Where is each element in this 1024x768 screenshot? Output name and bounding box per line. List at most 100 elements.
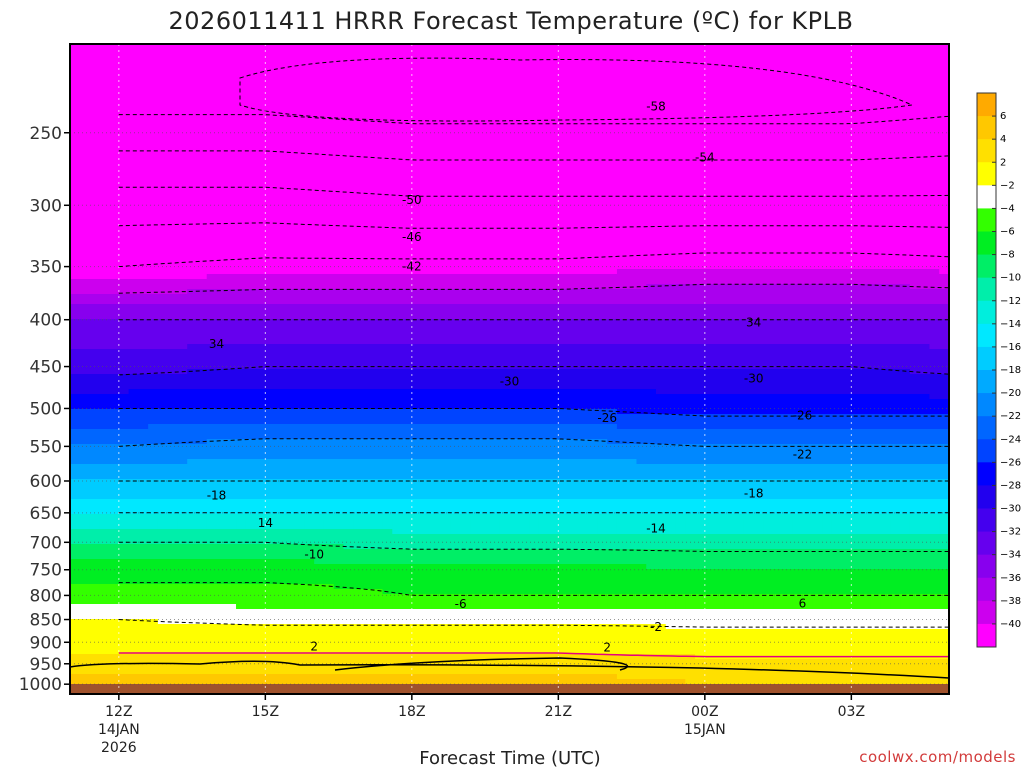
field-cell (216, 139, 227, 145)
field-cell (529, 229, 540, 235)
field-cell (441, 214, 452, 220)
field-cell (519, 234, 530, 240)
field-cell (333, 84, 345, 90)
field-cell (460, 194, 472, 200)
field-cell (704, 139, 716, 145)
field-cell (187, 274, 198, 280)
field-cell (714, 159, 725, 165)
field-cell (822, 104, 833, 110)
field-cell (509, 254, 520, 260)
field-cell (851, 164, 862, 170)
field-cell (831, 179, 843, 185)
field-cell (216, 269, 227, 275)
field-cell (109, 304, 120, 310)
field-cell (392, 284, 403, 290)
field-cell (529, 254, 540, 260)
field-cell (70, 59, 81, 65)
field-cell (607, 109, 618, 115)
field-cell (695, 219, 706, 225)
field-cell (548, 149, 559, 155)
field-cell (187, 194, 198, 200)
field-cell (109, 169, 120, 175)
field-cell (714, 304, 725, 310)
field-cell (89, 99, 100, 105)
field-cell (411, 274, 423, 280)
field-cell (812, 169, 823, 175)
field-cell (587, 234, 598, 240)
field-cell (929, 154, 940, 160)
field-cell (841, 279, 852, 285)
field-cell (763, 69, 774, 75)
field-cell (167, 194, 179, 200)
field-cell (900, 124, 911, 130)
field-cell (284, 229, 296, 235)
field-cell (70, 54, 81, 60)
field-cell (812, 239, 823, 245)
field-cell (939, 184, 949, 190)
field-cell (284, 79, 296, 85)
field-cell (529, 234, 540, 240)
field-cell (636, 254, 647, 260)
field-cell (812, 189, 823, 195)
field-cell (392, 309, 403, 315)
field-cell (519, 204, 530, 210)
field-cell (822, 164, 833, 170)
field-cell (460, 54, 472, 60)
field-cell (431, 224, 442, 230)
field-cell (470, 309, 481, 315)
field-cell (148, 74, 159, 80)
field-cell (704, 104, 716, 110)
field-cell (157, 274, 169, 280)
field-cell (304, 79, 315, 85)
field-cell (812, 254, 823, 260)
field-cell (109, 309, 120, 315)
field-cell (138, 219, 149, 225)
field-cell (509, 114, 520, 120)
field-cell (743, 309, 755, 315)
field-cell (128, 44, 139, 50)
field-cell (363, 169, 374, 175)
field-cell (538, 44, 550, 50)
field-cell (568, 174, 579, 180)
field-cell (382, 79, 393, 85)
field-cell (480, 194, 491, 200)
field-cell (226, 129, 237, 135)
field-cell (529, 59, 540, 65)
field-cell (822, 139, 833, 145)
field-cell (99, 109, 110, 115)
field-cell (607, 89, 618, 95)
field-cell (782, 299, 794, 305)
field-cell (431, 254, 442, 260)
field-cell (548, 44, 559, 50)
field-cell (226, 139, 237, 145)
field-cell (900, 79, 911, 85)
field-cell (441, 299, 452, 305)
field-cell (509, 69, 520, 75)
field-cell (480, 94, 491, 100)
field-cell (802, 264, 813, 270)
field-cell (480, 189, 491, 195)
field-cell (509, 99, 520, 105)
field-cell (206, 284, 218, 290)
field-cell (343, 109, 354, 115)
field-cell (470, 219, 481, 225)
field-cell (538, 204, 550, 210)
field-cell (743, 54, 755, 60)
field-cell (675, 49, 686, 55)
field-cell (128, 299, 139, 305)
field-cell (79, 169, 91, 175)
field-cell (216, 64, 227, 70)
field-cell (597, 109, 608, 115)
field-cell (89, 79, 100, 85)
field-cell (704, 209, 716, 215)
field-cell (685, 224, 696, 230)
field-cell (890, 294, 901, 300)
field-cell (548, 109, 559, 115)
field-cell (753, 149, 765, 155)
field-cell (245, 174, 257, 180)
field-cell (372, 154, 384, 160)
field-cell (460, 184, 472, 190)
field-cell (685, 209, 696, 215)
field-cell (509, 154, 520, 160)
field-cell (929, 234, 940, 240)
